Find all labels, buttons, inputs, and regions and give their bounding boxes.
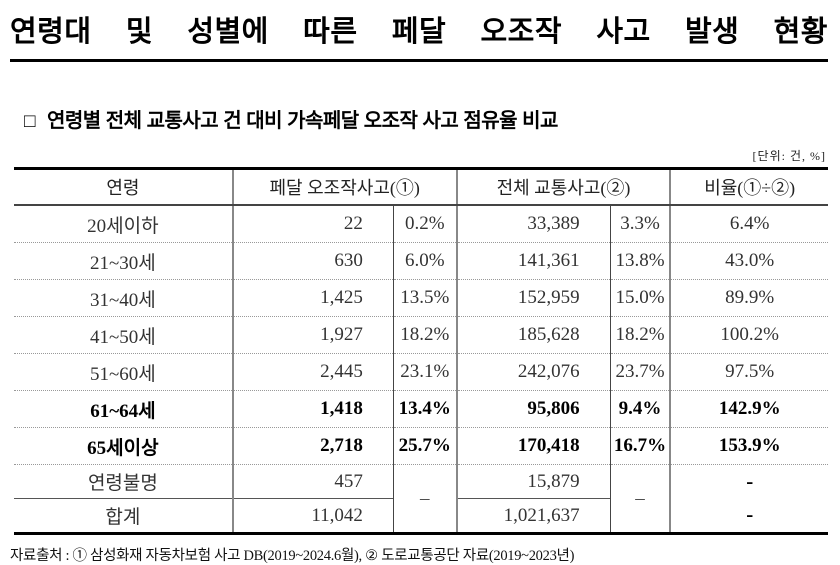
pedal-pct-cell: 13.4% <box>392 390 457 428</box>
ratio-cell: 89.9% <box>669 279 828 317</box>
ratio-cell: 100.2% <box>669 316 828 354</box>
source-note: 자료출처 : ① 삼성화재 자동차보험 사고 DB(2019~2024.6월),… <box>10 548 575 564</box>
pedal-pct-cell: 18.2% <box>392 316 457 354</box>
total-pct-cell: 23.7% <box>609 353 671 391</box>
pedal-pct-cell: 23.1% <box>392 353 457 391</box>
pedal-count-cell: 2,718 <box>231 427 394 465</box>
total-pct-cell: 9.4% <box>609 390 671 428</box>
age-cell: 41~50세 <box>14 316 233 354</box>
ratio-cell: 43.0% <box>669 242 828 280</box>
table-row: 31~40세 1,425 13.5% 152,959 15.0% 89.9% <box>14 279 828 317</box>
table-row: 51~60세 2,445 23.1% 242,076 23.7% 97.5% <box>14 353 828 391</box>
total-count-cell: 1,021,637 <box>455 498 611 534</box>
table-row: 20세이하 22 0.2% 33,389 3.3% 6.4% <box>14 204 828 243</box>
age-cell: 20세이하 <box>14 204 233 243</box>
pedal-count-cell: 11,042 <box>231 498 394 534</box>
age-cell: 51~60세 <box>14 353 233 391</box>
pedal-count-cell: 22 <box>231 204 394 243</box>
total-pct-cell: 15.0% <box>609 279 671 317</box>
pedal-count-cell: 457 <box>231 464 394 499</box>
table-row: 21~30세 630 6.0% 141,361 13.8% 43.0% <box>14 242 828 280</box>
age-cell: 31~40세 <box>14 279 233 317</box>
total-count-cell: 185,628 <box>455 316 611 354</box>
age-cell: 65세이상 <box>14 427 233 465</box>
ratio-dash: - <box>746 502 754 526</box>
pedal-pct-merged-dash-cell: – <box>392 464 457 534</box>
column-header-age: 연령 <box>14 168 233 206</box>
ratio-cell-highlighted: 142.9% <box>669 390 828 428</box>
unit-note: [단위: 건, %] <box>752 149 826 163</box>
pedal-count-cell: 1,425 <box>231 279 394 317</box>
total-count-cell: 15,879 <box>455 464 611 499</box>
table-row: 41~50세 1,927 18.2% 185,628 18.2% 100.2% <box>14 316 828 354</box>
pedal-count-cell: 2,445 <box>231 353 394 391</box>
age-cell: 연령불명 <box>14 464 233 499</box>
total-pct-cell: 16.7% <box>609 427 671 465</box>
square-bullet-icon: □ <box>24 111 35 132</box>
pedal-pct-cell: 6.0% <box>392 242 457 280</box>
total-pct-cell: 3.3% <box>609 204 671 243</box>
pedal-count-cell: 630 <box>231 242 394 280</box>
table-row-emphasis: 61~64세 1,418 13.4% 95,806 9.4% 142.9% <box>14 390 828 428</box>
total-count-cell: 242,076 <box>455 353 611 391</box>
total-count-cell: 33,389 <box>455 204 611 243</box>
age-cell: 합계 <box>14 498 233 534</box>
column-header-pedal-accidents: 페달 오조작사고(①) <box>231 168 457 206</box>
ratio-cell-highlighted: 153.9% <box>669 427 828 465</box>
ratio-dash: - <box>746 469 754 493</box>
age-cell: 61~64세 <box>14 390 233 428</box>
total-pct-cell: 18.2% <box>609 316 671 354</box>
total-count-cell: 141,361 <box>455 242 611 280</box>
column-header-total-accidents: 전체 교통사고(②) <box>455 168 671 206</box>
table-header-row: 연령 페달 오조작사고(①) 전체 교통사고(②) 비율(①÷②) <box>14 168 828 206</box>
table-row-total: 합계 11,042 1,021,637 <box>14 498 828 534</box>
section-subtitle-text: 연령별 전체 교통사고 건 대비 가속페달 오조작 사고 점유율 비교 <box>46 110 558 132</box>
ratio-cell: 97.5% <box>669 353 828 391</box>
total-count-cell: 170,418 <box>455 427 611 465</box>
pedal-count-cell: 1,927 <box>231 316 394 354</box>
total-pct-merged-dash-cell: – <box>609 464 671 534</box>
pedal-count-cell: 1,418 <box>231 390 394 428</box>
table-row-emphasis: 65세이상 2,718 25.7% 170,418 16.7% 153.9% <box>14 427 828 465</box>
ratio-cell: 6.4% <box>669 204 828 243</box>
accident-data-table: 연령 페달 오조작사고(①) 전체 교통사고(②) 비율(①÷②) 20세이하 … <box>14 167 828 535</box>
age-cell: 21~30세 <box>14 242 233 280</box>
total-count-cell: 152,959 <box>455 279 611 317</box>
total-count-cell: 95,806 <box>455 390 611 428</box>
pedal-pct-cell: 0.2% <box>392 204 457 243</box>
page-title: 연령대 및 성별에 따른 페달 오조작 사고 발생 현황 <box>10 8 828 62</box>
table-row-age-unknown: 연령불명 457 – 15,879 – - - <box>14 464 828 534</box>
column-header-ratio: 비율(①÷②) <box>669 168 828 206</box>
total-pct-cell: 13.8% <box>609 242 671 280</box>
pedal-pct-cell: 25.7% <box>392 427 457 465</box>
ratio-merged-dash-cell: - - <box>669 464 828 534</box>
section-subtitle: □ 연령별 전체 교통사고 건 대비 가속페달 오조작 사고 점유율 비교 <box>24 104 828 133</box>
pedal-pct-cell: 13.5% <box>392 279 457 317</box>
